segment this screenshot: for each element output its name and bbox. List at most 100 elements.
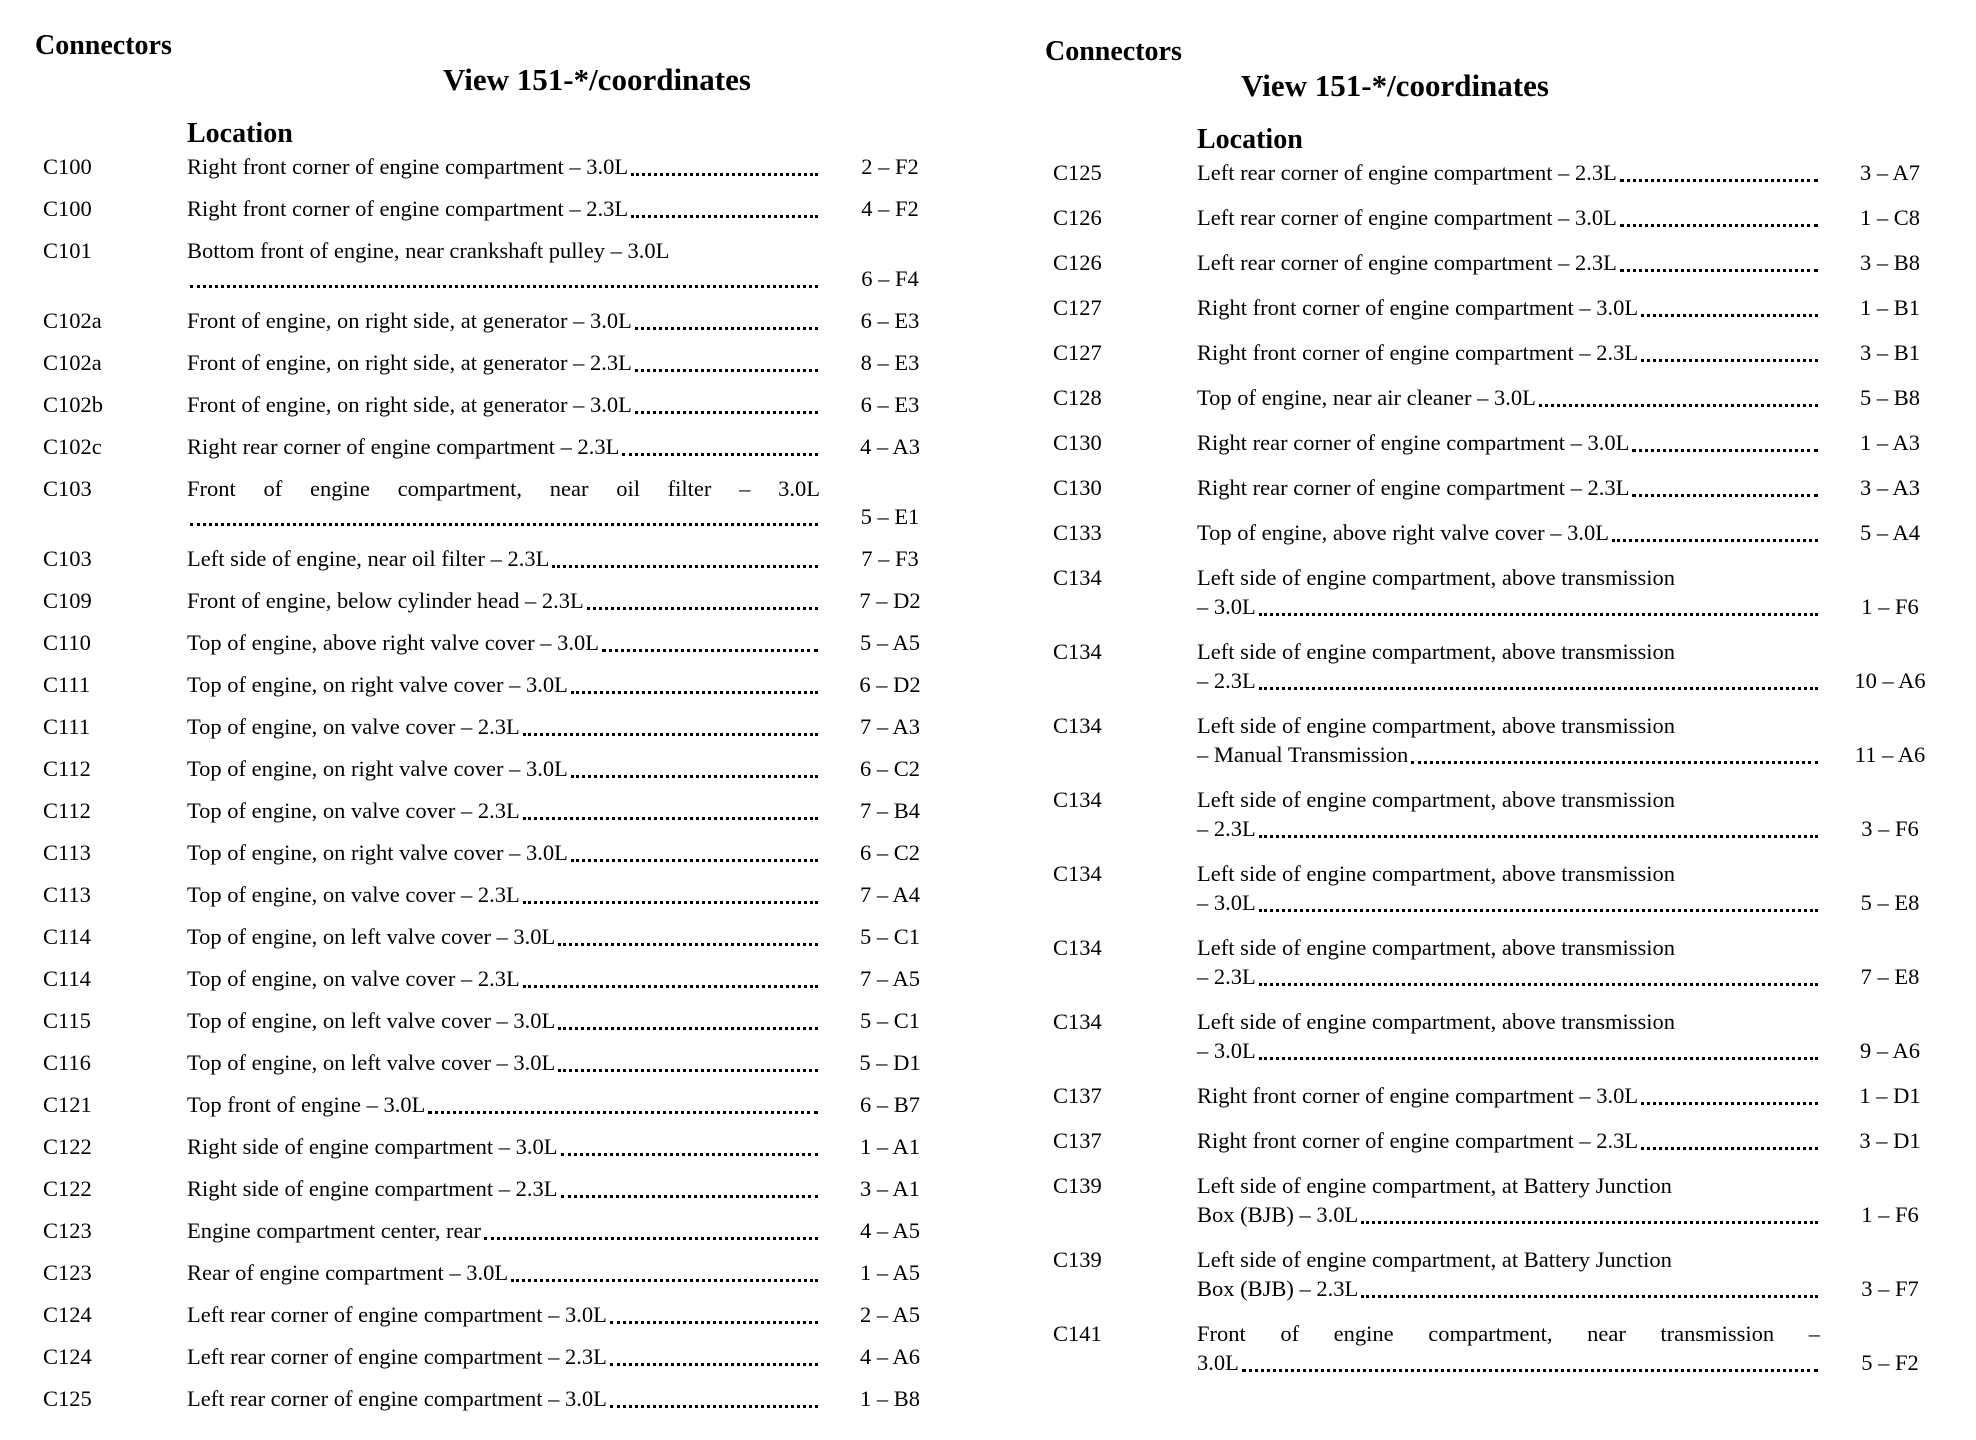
location-cell: Right front corner of engine compartment… bbox=[187, 152, 820, 181]
dot-leader bbox=[609, 1321, 818, 1324]
connector-id: C128 bbox=[1053, 385, 1102, 410]
dot-leader bbox=[634, 411, 818, 414]
dot-leader bbox=[428, 1111, 818, 1114]
location-text: Box (BJB) – 2.3L bbox=[1197, 1276, 1359, 1301]
dot-leader bbox=[570, 775, 818, 778]
table-row: C114 Top of engine, on valve cover – 2.3L… bbox=[35, 964, 960, 993]
connector-id: C111 bbox=[43, 714, 91, 739]
location-line: Right side of engine compartment – 3.0L bbox=[187, 1132, 820, 1161]
table-row: C134 Left side of engine compartment, abo… bbox=[1045, 785, 1960, 843]
table-row: C134 Left side of engine compartment, abo… bbox=[1045, 859, 1960, 917]
location-text: – 2.3L bbox=[1197, 816, 1256, 841]
location-cell: Front of engine, on right side, at gener… bbox=[187, 306, 820, 335]
location-text: Top of engine, on valve cover – 2.3L bbox=[187, 714, 520, 739]
location-line: Top of engine, on right valve cover – 3.… bbox=[187, 754, 820, 783]
location-line: Left side of engine compartment, above t… bbox=[1197, 787, 1675, 812]
view-coordinate: 6 – E3 bbox=[860, 308, 920, 333]
table-row: C139 Left side of engine compartment, at … bbox=[1045, 1171, 1960, 1229]
view-coordinate: 1 – D1 bbox=[1859, 1083, 1921, 1108]
location-cell: Front of engine compartment, near transm… bbox=[1197, 1319, 1820, 1377]
connector-rows-left: C100 Right front corner of engine compart… bbox=[35, 152, 960, 1413]
location-cell: Top of engine, on right valve cover – 3.… bbox=[187, 670, 820, 699]
dot-leader bbox=[511, 1279, 818, 1282]
table-row: C102c Right rear corner of engine compart… bbox=[35, 432, 960, 461]
view-coordinate: 7 – A4 bbox=[859, 882, 920, 907]
table-row: C112 Top of engine, on right valve cover … bbox=[35, 754, 960, 783]
dot-leader bbox=[1619, 224, 1818, 227]
table-row: C111 Top of engine, on right valve cover … bbox=[35, 670, 960, 699]
connector-id: C134 bbox=[1053, 935, 1102, 960]
dot-leader bbox=[1641, 314, 1818, 317]
location-text: Right front corner of engine compartment… bbox=[187, 154, 629, 179]
connector-id: C127 bbox=[1053, 340, 1102, 365]
location-text: – 3.0L bbox=[1197, 890, 1256, 915]
view-coordinate: 6 – F4 bbox=[861, 266, 919, 291]
dot-leader bbox=[1619, 269, 1818, 272]
location-cell: Right front corner of engine compartment… bbox=[1197, 338, 1820, 367]
table-row: C137 Right front corner of engine compart… bbox=[1045, 1126, 1960, 1155]
location-line: Left side of engine, near oil filter – 2… bbox=[187, 544, 820, 573]
location-line: Left side of engine compartment, above t… bbox=[1197, 565, 1675, 590]
location-line: Rear of engine compartment – 3.0L bbox=[187, 1258, 820, 1287]
dot-leader bbox=[1632, 449, 1818, 452]
view-coordinate: 1 – A5 bbox=[859, 1260, 920, 1285]
table-row: C103 Front of engine compartment, near oi… bbox=[35, 474, 960, 531]
connector-id: C103 bbox=[43, 476, 92, 501]
table-row: C134 Left side of engine compartment, abo… bbox=[1045, 563, 1960, 621]
location-line: Front of engine, on right side, at gener… bbox=[187, 348, 820, 377]
connector-id: C122 bbox=[43, 1176, 92, 1201]
location-cell: Left rear corner of engine compartment –… bbox=[187, 1384, 820, 1413]
connector-id: C139 bbox=[1053, 1247, 1102, 1272]
location-text: Top of engine, above right valve cover –… bbox=[187, 630, 600, 655]
location-text: Top of engine, on left valve cover – 3.0… bbox=[187, 1050, 556, 1075]
location-cell: Rear of engine compartment – 3.0L bbox=[187, 1258, 820, 1287]
location-text: Top of engine, near air cleaner – 3.0L bbox=[1197, 385, 1536, 410]
connector-id: C112 bbox=[43, 756, 91, 781]
location-column-header: Location bbox=[1197, 124, 1303, 155]
location-cell: Top of engine, on left valve cover – 3.0… bbox=[187, 1048, 820, 1077]
connector-id: C134 bbox=[1053, 639, 1102, 664]
location-line: Engine compartment center, rear bbox=[187, 1216, 820, 1245]
location-cell: Front of engine, below cylinder head – 2… bbox=[187, 586, 820, 615]
location-text: Right front corner of engine compartment… bbox=[1197, 1083, 1639, 1108]
view-coordinate: 10 – A6 bbox=[1854, 668, 1926, 693]
table-row: C112 Top of engine, on valve cover – 2.3L… bbox=[35, 796, 960, 825]
view-coordinate: 3 – A1 bbox=[859, 1176, 920, 1201]
location-text: Right front corner of engine compartment… bbox=[187, 196, 629, 221]
location-text: Left side of engine, near oil filter – 2… bbox=[187, 546, 550, 571]
location-line: Left rear corner of engine compartment –… bbox=[1197, 158, 1820, 187]
table-row: C126 Left rear corner of engine compartme… bbox=[1045, 248, 1960, 277]
location-text: Right front corner of engine compartment… bbox=[1197, 1128, 1639, 1153]
location-text: Right side of engine compartment – 3.0L bbox=[187, 1134, 558, 1159]
connector-id: C121 bbox=[43, 1092, 92, 1117]
location-line: Left side of engine compartment, above t… bbox=[1197, 1009, 1675, 1034]
location-line: Right rear corner of engine compartment … bbox=[1197, 473, 1820, 502]
connector-id: C127 bbox=[1053, 295, 1102, 320]
view-coordinates-header: View 151-*/coordinates bbox=[1241, 68, 1549, 103]
view-coordinate: 5 – E8 bbox=[1860, 890, 1920, 915]
view-coordinate: 3 – A3 bbox=[1859, 475, 1920, 500]
table-row: C103 Left side of engine, near oil filter… bbox=[35, 544, 960, 573]
connector-id: C100 bbox=[43, 154, 92, 179]
dot-leader bbox=[190, 285, 818, 288]
connector-id: C125 bbox=[43, 1386, 92, 1411]
table-row: C102a Front of engine, on right side, at … bbox=[35, 348, 960, 377]
location-line: Top of engine, on right valve cover – 3.… bbox=[187, 838, 820, 867]
connector-id: C100 bbox=[43, 196, 92, 221]
connector-id: C103 bbox=[43, 546, 92, 571]
view-coordinate: 4 – A6 bbox=[859, 1344, 920, 1369]
location-cell: Right rear corner of engine compartment … bbox=[187, 432, 820, 461]
table-row: C116 Top of engine, on left valve cover –… bbox=[35, 1048, 960, 1077]
location-cell: Right front corner of engine compartment… bbox=[187, 194, 820, 223]
location-text: Top of engine, on valve cover – 2.3L bbox=[187, 882, 520, 907]
view-coordinate: 7 – A3 bbox=[859, 714, 920, 739]
location-cell: Top of engine, on valve cover – 2.3L bbox=[187, 712, 820, 741]
location-line: Top front of engine – 3.0L bbox=[187, 1090, 820, 1119]
connector-id: C114 bbox=[43, 924, 91, 949]
view-coordinate: 5 – C1 bbox=[859, 924, 920, 949]
location-line: Left side of engine compartment, above t… bbox=[1197, 639, 1675, 664]
location-cell: Left side of engine compartment, above t… bbox=[1197, 637, 1820, 695]
view-coordinate: 1 – F6 bbox=[1861, 1202, 1919, 1227]
location-line: – 2.3L bbox=[1197, 962, 1820, 991]
connector-id: C134 bbox=[1053, 787, 1102, 812]
